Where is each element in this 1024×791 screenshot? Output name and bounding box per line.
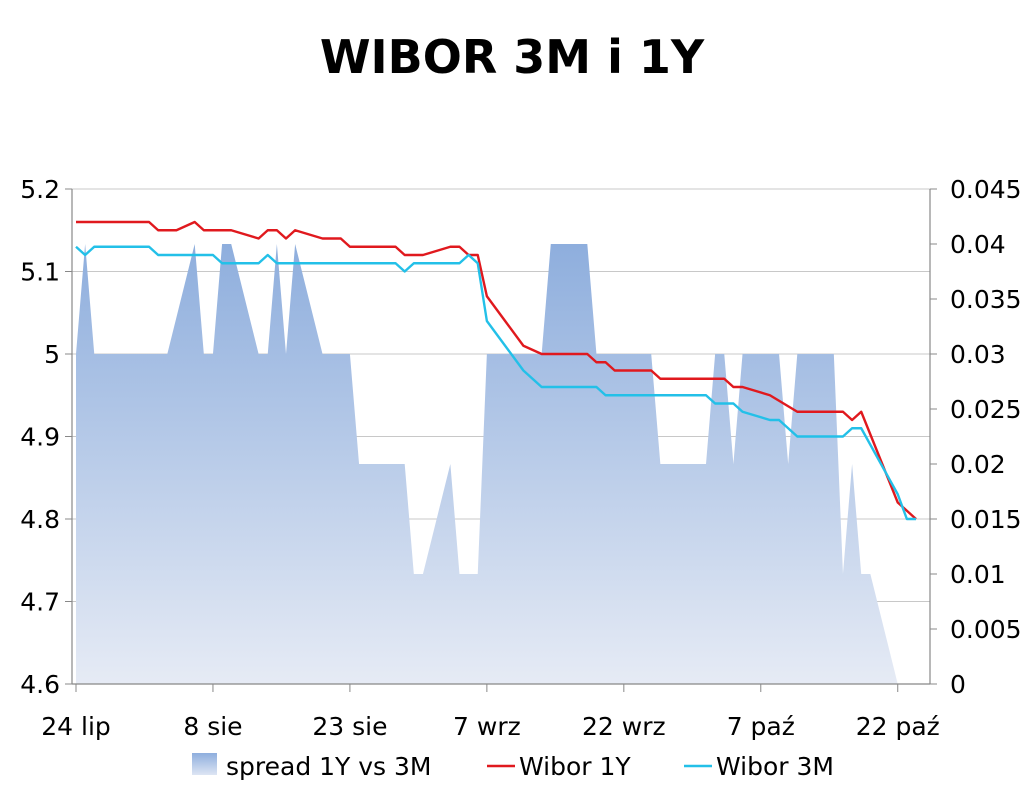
x-tick-label: 24 lip	[41, 712, 111, 741]
wibor-3m-line	[75, 245, 916, 521]
right-tick-label: 0.035	[950, 285, 1022, 314]
left-tick-label: 4.6	[20, 670, 60, 699]
spread-area-layer	[76, 244, 898, 684]
left-tick-label: 5.2	[20, 175, 60, 204]
x-tick-label: 22 wrz	[582, 712, 666, 741]
right-tick-label: 0.005	[950, 615, 1022, 644]
right-tick-label: 0.015	[950, 505, 1022, 534]
axes: 4.6 4.7 4.8 4.9 5 5.1 5.2 0 0.005 0.01 0.015 0.02 0.…	[20, 175, 1021, 741]
right-tick-label: 0.03	[950, 340, 1006, 369]
right-tick-label: 0.045	[950, 175, 1022, 204]
left-tick-label: 5	[44, 340, 60, 369]
legend-item: Wibor 1Y	[487, 752, 631, 781]
x-tick-label: 7 wrz	[453, 712, 521, 741]
x-tick-label: 23 sie	[312, 712, 387, 741]
legend-label: spread 1Y vs 3M	[226, 752, 432, 781]
right-tick-label: 0.04	[950, 230, 1006, 259]
right-tick-label: 0.025	[950, 395, 1022, 424]
left-tick-label: 4.8	[20, 505, 60, 534]
right-tick-label: 0.01	[950, 560, 1006, 589]
left-tick-label: 5.1	[20, 258, 60, 287]
x-tick-label: 8 sie	[183, 712, 242, 741]
left-tick-label: 4.7	[20, 588, 60, 617]
spread-area	[76, 244, 898, 684]
right-tick-label: 0.02	[950, 450, 1006, 479]
legend-label: Wibor 3M	[716, 752, 834, 781]
legend-item: spread 1Y vs 3M	[192, 752, 432, 781]
lines-layer	[75, 220, 917, 521]
legend-item: Wibor 3M	[684, 752, 834, 781]
legend-label: Wibor 1Y	[519, 752, 631, 781]
x-tick-label: 7 paź	[727, 712, 795, 741]
x-tick-label: 22 paź	[856, 712, 940, 741]
legend-swatch-area	[192, 753, 217, 775]
legend: spread 1Y vs 3M Wibor 1Y Wibor 3M	[192, 752, 834, 781]
left-tick-label: 4.9	[20, 423, 60, 452]
right-tick-label: 0	[950, 670, 966, 699]
chart-title: WIBOR 3M i 1Y	[319, 30, 705, 84]
